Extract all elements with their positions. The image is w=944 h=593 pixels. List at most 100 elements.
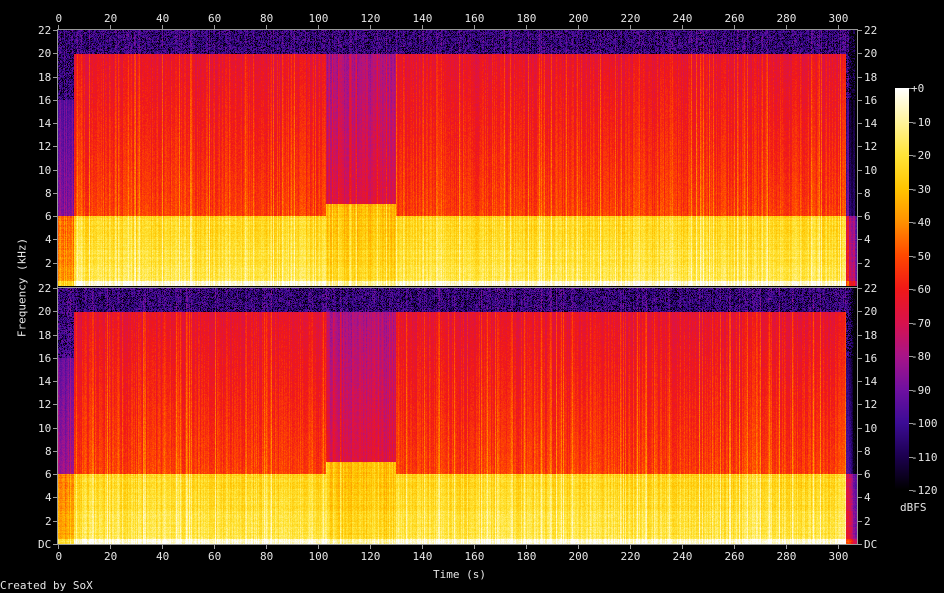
- y-tick-label-left: 2: [45, 256, 52, 270]
- y-tick-label-right: 2: [864, 514, 871, 528]
- colorbar-tick-label: -10: [911, 115, 931, 129]
- credit-text: Created by SoX: [0, 579, 93, 592]
- y-tick-right: [858, 520, 862, 522]
- y-tick-label-right: 16: [864, 93, 878, 107]
- y-tick-label-left: 8: [45, 186, 52, 200]
- x-tick-top: [630, 25, 631, 29]
- y-tick-label-left: 2: [45, 514, 52, 528]
- y-tick-right: [858, 474, 862, 476]
- y-tick-right: [858, 76, 862, 78]
- x-tick-bottom: [58, 545, 59, 549]
- y-tick-label-left: 10: [38, 421, 52, 435]
- x-tick-label-top: 260: [724, 12, 745, 25]
- x-tick-bottom: [110, 545, 111, 549]
- y-tick-label-right: 18: [864, 328, 878, 342]
- x-tick-label-top: 280: [776, 12, 797, 25]
- x-tick-label-bottom: 280: [776, 550, 797, 563]
- colorbar-tick: [909, 255, 913, 257]
- y-tick-left: [53, 544, 57, 545]
- y-tick-label-right: 14: [864, 375, 878, 389]
- y-tick-left: [53, 520, 57, 522]
- x-tick-label-top: 20: [104, 12, 118, 25]
- x-tick-label-top: 0: [55, 12, 63, 25]
- x-tick-label-top: 240: [672, 12, 693, 25]
- colorbar-tick: [909, 389, 913, 391]
- colorbar-tick: [909, 121, 913, 123]
- y-tick-label-right: 4: [864, 491, 871, 505]
- x-tick-label-top: 140: [412, 12, 433, 25]
- y-tick-right: [858, 288, 862, 289]
- y-tick-right: [858, 544, 862, 545]
- x-tick-label-bottom: 160: [464, 550, 485, 563]
- x-tick-label-bottom: 80: [260, 550, 274, 563]
- y-tick-left: [53, 288, 57, 289]
- x-tick-label-top: 300: [828, 12, 849, 25]
- y-tick-label-right: 4: [864, 233, 871, 247]
- y-tick-right: [858, 53, 862, 55]
- x-tick-top: [578, 25, 579, 29]
- x-tick-top: [110, 25, 111, 29]
- y-tick-label-left: DC: [38, 538, 52, 551]
- y-tick-label-right: 12: [864, 398, 878, 412]
- x-tick-bottom: [630, 545, 631, 549]
- y-tick-label-right: 20: [864, 47, 878, 61]
- colorbar: [895, 88, 909, 490]
- y-tick-right: [858, 427, 862, 429]
- y-tick-left: [53, 334, 57, 336]
- y-tick-right: [858, 450, 862, 452]
- x-tick-label-bottom: 240: [672, 550, 693, 563]
- x-tick-bottom: [786, 545, 787, 549]
- x-tick-top: [162, 25, 163, 29]
- y-tick-label-left: 16: [38, 93, 52, 107]
- y-tick-label-right: 8: [864, 186, 871, 200]
- y-tick-label-right: 20: [864, 305, 878, 319]
- x-tick-bottom: [318, 545, 319, 549]
- x-tick-top: [838, 25, 839, 29]
- y-tick-label-right: 14: [864, 117, 878, 131]
- colorbar-tick: [909, 222, 913, 223]
- x-tick-label-bottom: 60: [208, 550, 222, 563]
- colorbar-tick-label: -20: [911, 149, 931, 162]
- x-tick-top: [58, 25, 59, 29]
- x-tick-label-top: 40: [156, 12, 170, 25]
- y-tick-left: [53, 474, 57, 476]
- x-tick-label-top: 60: [208, 12, 222, 25]
- x-tick-label-bottom: 260: [724, 550, 745, 563]
- x-tick-bottom: [370, 545, 371, 549]
- y-tick-label-right: 6: [864, 468, 871, 482]
- x-tick-label-bottom: 20: [104, 550, 118, 563]
- y-tick-left: [53, 427, 57, 429]
- x-tick-bottom: [526, 545, 527, 549]
- x-tick-label-bottom: 40: [156, 550, 170, 563]
- colorbar-tick-label: -50: [911, 249, 931, 263]
- colorbar-tick-label: -60: [911, 283, 931, 296]
- x-tick-top: [474, 25, 475, 29]
- x-tick-bottom: [162, 545, 163, 549]
- y-tick-left: [53, 76, 57, 78]
- y-tick-label-right: 22: [864, 282, 878, 295]
- x-tick-label-top: 80: [260, 12, 274, 25]
- x-tick-top: [682, 25, 683, 29]
- y-tick-label-right: 18: [864, 70, 878, 84]
- y-tick-left: [53, 381, 57, 383]
- y-tick-right: [858, 334, 862, 336]
- y-tick-label-right: 22: [864, 24, 878, 37]
- y-tick-left: [53, 53, 57, 55]
- x-tick-top: [318, 25, 319, 29]
- x-tick-label-bottom: 180: [516, 550, 537, 563]
- x-tick-top: [526, 25, 527, 29]
- y-tick-left: [53, 239, 57, 241]
- y-tick-left: [53, 99, 57, 101]
- x-tick-top: [214, 25, 215, 29]
- y-tick-right: [858, 30, 862, 31]
- colorbar-tick: [909, 322, 913, 324]
- x-tick-bottom: [422, 545, 423, 549]
- colorbar-tick: [909, 456, 913, 458]
- colorbar-tick-label: +0: [911, 82, 925, 95]
- colorbar-tick-label: -120: [911, 484, 938, 497]
- y-tick-left: [53, 497, 57, 499]
- x-tick-bottom: [578, 545, 579, 549]
- x-tick-bottom: [266, 545, 267, 549]
- x-tick-label-top: 160: [464, 12, 485, 25]
- y-tick-label-left: 4: [45, 233, 52, 247]
